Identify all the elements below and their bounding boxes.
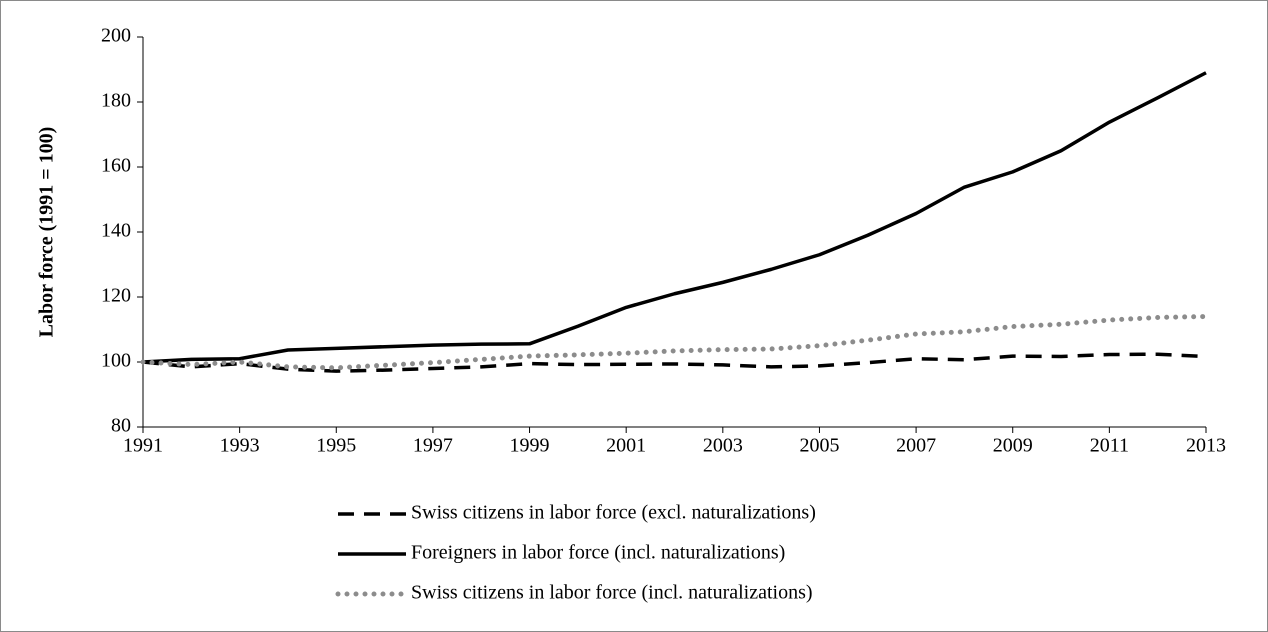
y-tick-label: 120	[101, 285, 131, 307]
legend-label: Foreigners in labor force (incl. natural…	[411, 542, 785, 564]
series-line	[142, 352, 1207, 373]
x-tick-label: 2009	[993, 435, 1033, 457]
series-line	[142, 71, 1207, 364]
series-line	[140, 314, 1209, 371]
x-tick-label: 2011	[1090, 435, 1129, 457]
x-tick-label: 1995	[316, 435, 356, 457]
y-tick-label: 100	[101, 350, 131, 372]
y-tick-label: 140	[101, 220, 131, 242]
y-tick-label: 200	[101, 25, 131, 47]
x-tick-label: 2013	[1186, 435, 1226, 457]
legend-label: Swiss citizens in labor force (incl. nat…	[411, 582, 813, 604]
x-tick-label: 1999	[510, 435, 550, 457]
x-tick-label: 2001	[606, 435, 646, 457]
x-tick-label: 2007	[896, 435, 936, 457]
x-tick-label: 1993	[220, 435, 260, 457]
y-axis-label: Labor force (1991 = 100)	[36, 127, 58, 338]
x-tick-label: 1997	[413, 435, 453, 457]
legend-label: Swiss citizens in labor force (excl. nat…	[411, 502, 816, 524]
y-tick-label: 80	[111, 415, 131, 437]
x-tick-label: 1991	[123, 435, 163, 457]
x-tick-label: 2005	[799, 435, 839, 457]
x-tick-label: 2003	[703, 435, 743, 457]
y-tick-label: 160	[101, 155, 131, 177]
y-tick-label: 180	[101, 90, 131, 112]
